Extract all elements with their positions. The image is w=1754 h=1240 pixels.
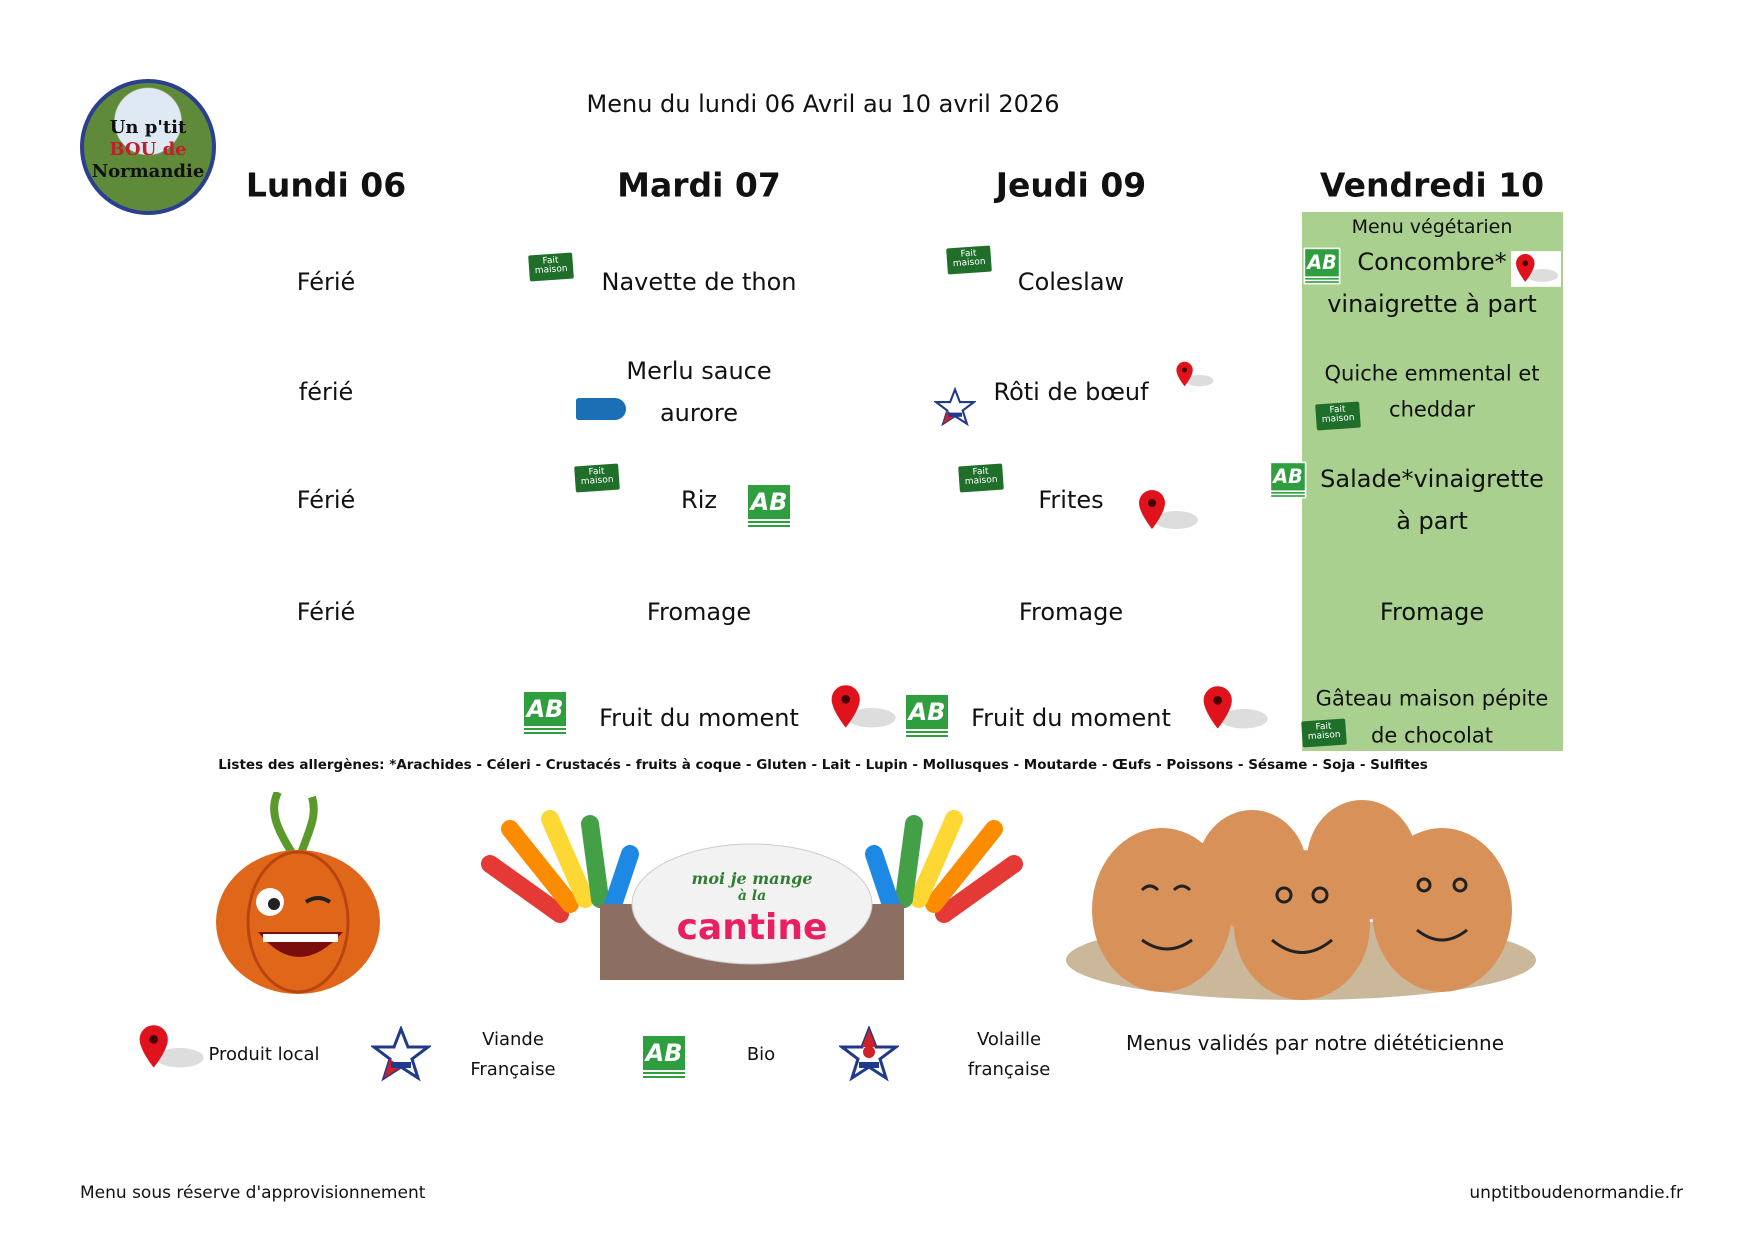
cantine-illustration: moi je mange à la cantine (470, 804, 1034, 980)
allergens-list: Listes des allergènes: *Arachides - Céle… (218, 757, 1428, 773)
menu-item: à part (1396, 507, 1468, 535)
menu-item: Rôti de bœuf (993, 378, 1149, 406)
map-pin-icon (1511, 251, 1561, 287)
day-header-mardi: Mardi 07 (617, 165, 781, 205)
menu-item: Fruit du moment (599, 704, 799, 732)
vegetarian-note: Menu végétarien (1351, 216, 1513, 238)
banner-text: à la (738, 888, 766, 904)
menu-item: Fromage (1018, 598, 1124, 626)
legend-volaille-label: française (967, 1059, 1051, 1080)
bio-ab-icon: AB (746, 483, 792, 529)
bio-ab-icon: AB (1303, 247, 1341, 285)
menu-item: Riz (681, 486, 717, 514)
footer-website: unptitboudenormandie.fr (1469, 1183, 1683, 1203)
vegetarian-highlight (1302, 212, 1563, 751)
day-header-vendredi: Vendredi 10 (1319, 165, 1545, 205)
menu-item: Navette de thon (601, 268, 797, 296)
map-pin-icon (1139, 490, 1198, 529)
map-pin-icon (831, 685, 896, 728)
legend-local-label: Produit local (208, 1044, 320, 1065)
msc-peche-durable-icon (576, 398, 626, 420)
menu-item: Salade*vinaigrette (1320, 465, 1544, 493)
menu-item: Férié (296, 268, 356, 296)
bio-ab-icon: AB (1269, 461, 1307, 499)
banner-text: cantine (677, 907, 828, 948)
page-title: Menu du lundi 06 Avril au 10 avril 2026 (586, 90, 1060, 118)
menu-item: Férié (296, 598, 356, 626)
day-header-lundi: Lundi 06 (245, 165, 407, 205)
menu-item: Coleslaw (1017, 268, 1125, 296)
logo-text: Un p'tit (109, 117, 187, 138)
dietician-note: Menus validés par notre diététicienne (1125, 1031, 1505, 1055)
logo-text: Normandie (91, 161, 205, 182)
volaille-francaise-icon (839, 1026, 899, 1082)
logo-text: BOU de (109, 139, 187, 160)
logo: Un p'tit BOU de Normandie (80, 79, 216, 215)
day-header-jeudi: Jeudi 09 (995, 165, 1147, 205)
menu-item: Merlu sauce (626, 357, 772, 385)
fait-maison-icon: Fait maison (1301, 718, 1347, 748)
fait-maison-icon: Fait maison (574, 463, 620, 493)
viande-bovine-francaise-icon (934, 387, 976, 427)
map-pin-icon (1203, 686, 1268, 729)
fait-maison-icon: Fait maison (1315, 401, 1361, 431)
menu-item: Fromage (646, 598, 752, 626)
menu-item: cheddar (1389, 397, 1475, 422)
legend-viande-label: Française (470, 1059, 556, 1080)
fait-maison-icon: Fait maison (946, 245, 992, 275)
map-pin-icon (1176, 361, 1214, 387)
menu-item: vinaigrette à part (1327, 290, 1537, 318)
menu-item: Fromage (1379, 598, 1485, 626)
map-pin-icon (139, 1025, 204, 1068)
menu-item: Concombre* (1357, 248, 1507, 276)
viande-bovine-francaise-icon (371, 1026, 431, 1082)
eggs-illustration (1066, 800, 1536, 1000)
menu-item: Frites (1038, 486, 1104, 514)
menu-item: Quiche emmental et (1324, 361, 1540, 386)
bio-ab-icon: AB (641, 1034, 687, 1080)
footer-disclaimer: Menu sous réserve d'approvisionnement (80, 1183, 426, 1203)
legend-bio-label: Bio (746, 1044, 776, 1065)
fait-maison-icon: Fait maison (958, 463, 1004, 493)
bio-ab-icon: AB (904, 693, 950, 739)
menu-item: Gâteau maison pépite (1315, 686, 1549, 711)
legend-volaille-label: Volaille (976, 1029, 1042, 1050)
menu-item: Férié (296, 486, 356, 514)
menu-item: de chocolat (1371, 723, 1493, 748)
menu-item: aurore (659, 399, 739, 427)
onion-illustration (216, 792, 380, 994)
menu-item: Fruit du moment (971, 704, 1171, 732)
legend-viande-label: Viande (482, 1029, 544, 1050)
menu-item: férié (298, 378, 354, 406)
fait-maison-icon: Fait maison (528, 252, 574, 282)
banner-text: moi je mange (691, 869, 812, 888)
bio-ab-icon: AB (522, 690, 568, 736)
